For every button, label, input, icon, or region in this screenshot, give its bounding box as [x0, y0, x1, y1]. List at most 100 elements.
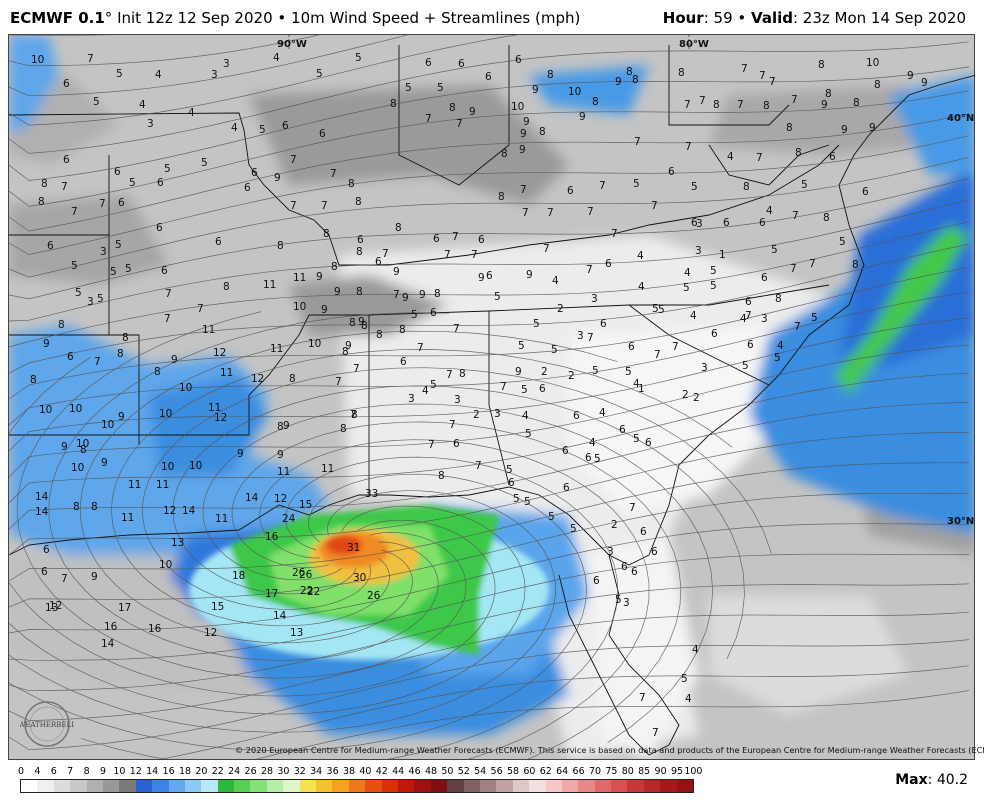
- speed-label: 6: [668, 166, 675, 178]
- streamline: [9, 243, 970, 374]
- legend-color-cell: [545, 780, 562, 792]
- speed-label: 5: [355, 52, 362, 64]
- speed-label: 6: [619, 424, 626, 436]
- speed-label: 5: [525, 428, 532, 440]
- speed-label: 10: [179, 382, 192, 394]
- speed-label: 7: [684, 99, 691, 111]
- streamline: [9, 291, 970, 426]
- speed-label: 5: [681, 673, 688, 685]
- speed-label: 7: [587, 206, 594, 218]
- speed-label: 9: [921, 77, 928, 89]
- speed-label: 9: [419, 289, 426, 301]
- speed-label: 4: [638, 281, 645, 293]
- streamline: [9, 473, 587, 751]
- speed-label: 6: [573, 410, 580, 422]
- speed-label: 5: [839, 236, 846, 248]
- speed-label: 8: [434, 288, 441, 300]
- speed-label: 7: [61, 181, 68, 193]
- legend-color-cell: [643, 780, 661, 792]
- speed-label: 3: [761, 313, 768, 325]
- streamline: [9, 35, 409, 97]
- speed-label: 9: [869, 122, 876, 134]
- speed-label: 8: [853, 97, 860, 109]
- legend-tick-label: 75: [605, 766, 618, 777]
- speed-label: 6: [63, 78, 70, 90]
- speed-label: 6: [631, 566, 638, 578]
- speed-label: 2: [541, 366, 548, 378]
- speed-label: 9: [907, 70, 914, 82]
- legend-tick-label: 28: [260, 766, 274, 777]
- speed-label: 8: [775, 293, 782, 305]
- legend-color-bar: [20, 779, 695, 793]
- streamline: [111, 349, 733, 627]
- init-time: Init 12z 12 Sep 2020: [117, 9, 273, 27]
- speed-label: 6: [691, 217, 698, 229]
- speed-label: 8: [117, 348, 124, 360]
- map-title: ECMWF 0.1° Init 12z 12 Sep 2020 • 10m Wi…: [10, 9, 580, 27]
- legend-tick-label: 48: [424, 766, 438, 777]
- speed-label: 7: [756, 152, 763, 164]
- speed-label: 17: [118, 602, 131, 614]
- legend-color-cell: [168, 780, 185, 792]
- legend-tick-label: 38: [342, 766, 356, 777]
- speed-label: 5: [533, 318, 540, 330]
- streamline: [9, 199, 970, 322]
- speed-label: 7: [446, 369, 453, 381]
- speed-label: 12: [213, 347, 226, 359]
- speed-label: 4: [766, 205, 773, 217]
- speed-label: 8: [632, 74, 639, 86]
- speed-label: 7: [87, 53, 94, 65]
- streamline: [9, 135, 970, 255]
- speed-label: 14: [273, 610, 287, 622]
- legend-color-cell: [348, 780, 366, 792]
- speed-label: 3: [87, 296, 94, 308]
- speed-label: 4: [273, 52, 280, 64]
- speed-label: 5: [97, 293, 104, 305]
- speed-label: 7: [393, 289, 400, 301]
- legend-color-cell: [217, 780, 235, 792]
- speed-label: 5: [115, 239, 122, 251]
- streamline: [9, 178, 970, 300]
- speed-label: 5: [625, 366, 632, 378]
- streamline: [9, 492, 970, 608]
- legend-tick-label: 90: [654, 766, 667, 777]
- speed-label: 6: [645, 437, 652, 449]
- speed-label: 6: [433, 233, 440, 245]
- speed-label: 5: [742, 360, 749, 372]
- speed-label: 3: [607, 546, 614, 558]
- parallel-label-30n: 30°N: [947, 516, 974, 527]
- map-panel[interactable]: 90°W 80°W 40°N 30°N 10 7 5 4 3 3 4 5 5 6 5 4 4 4 5 6 6 3 6…: [8, 34, 975, 760]
- speed-label: 5: [430, 379, 437, 391]
- speed-label: 7: [61, 573, 68, 585]
- legend-color-cell: [102, 780, 120, 792]
- legend-color-cell: [430, 780, 448, 792]
- speed-label: 11: [215, 513, 228, 525]
- speed-label: 6: [43, 544, 50, 556]
- speed-label: 7: [652, 727, 659, 739]
- legend-tick-label: 34: [310, 766, 323, 777]
- speed-label: 9: [345, 340, 352, 352]
- legend-color-cell: [332, 780, 349, 792]
- speed-label: 8: [874, 79, 881, 91]
- speed-label: 7: [587, 332, 594, 344]
- speed-label: 7: [520, 184, 527, 196]
- speed-label: 7: [809, 258, 816, 270]
- speed-label: 4: [777, 340, 784, 352]
- speed-label: 7: [444, 249, 451, 261]
- legend-color-cell: [578, 780, 595, 792]
- speed-label: 5: [316, 68, 323, 80]
- speed-label: 24: [282, 513, 296, 525]
- speed-label: 15: [211, 601, 224, 613]
- speed-label: 9: [334, 286, 341, 298]
- meridian-label-80w: 80°W: [679, 39, 709, 50]
- streamline: [48, 312, 449, 661]
- speed-label: 8: [340, 423, 347, 435]
- legend-color-cell: [299, 780, 317, 792]
- speed-label: 6: [640, 526, 647, 538]
- streamline: [160, 665, 970, 759]
- speed-label: 8: [361, 320, 368, 332]
- valid-time-readout: Hour: 59 • Valid: 23z Mon 14 Sep 2020: [663, 9, 966, 27]
- speed-label: 8: [91, 501, 98, 513]
- speed-label: 4: [690, 310, 697, 322]
- speed-label: 7: [449, 419, 456, 431]
